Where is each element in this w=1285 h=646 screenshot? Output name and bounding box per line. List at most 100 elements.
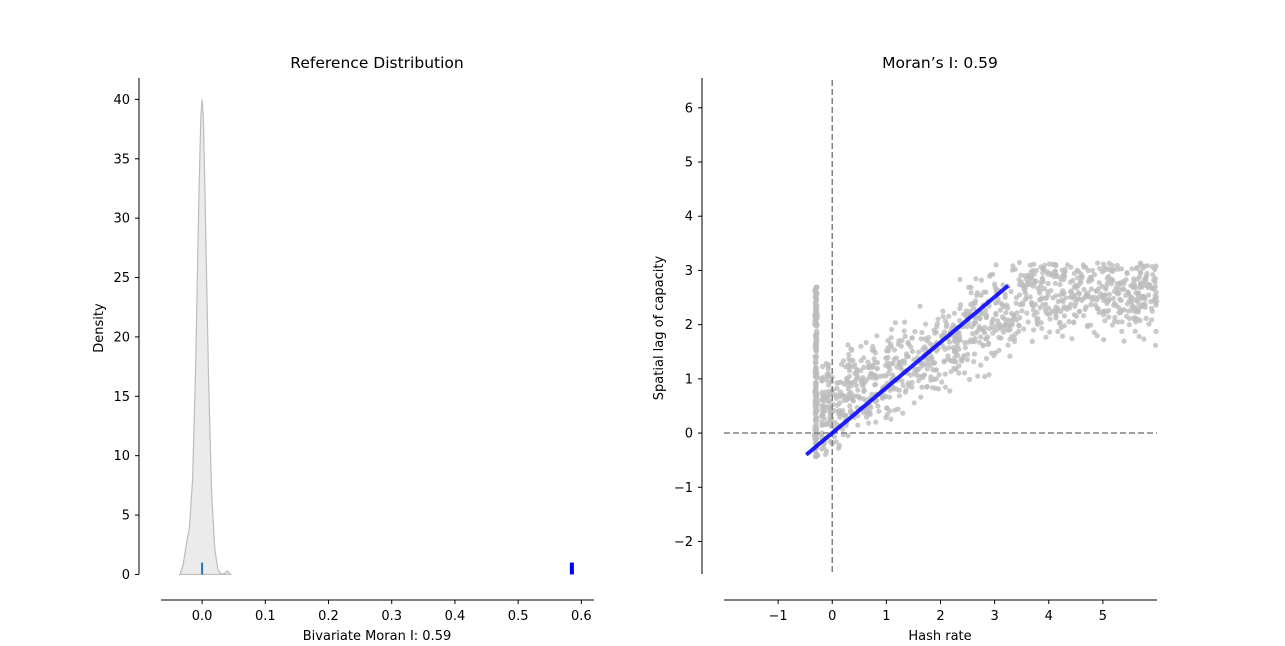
- scatter-point: [972, 298, 979, 304]
- scatter-point: [958, 302, 964, 308]
- scatter-point: [1005, 327, 1011, 333]
- scatter-point: [1094, 297, 1100, 303]
- scatter-point: [1114, 281, 1120, 287]
- regression-line: [804, 284, 1010, 457]
- scatter-point: [911, 400, 917, 406]
- scatter-point: [913, 372, 920, 378]
- scatter-point: [986, 340, 992, 346]
- scatter-point: [936, 372, 942, 378]
- scatter-point: [1055, 328, 1061, 334]
- scatter-point: [1094, 305, 1100, 311]
- scatter-point: [1096, 280, 1102, 286]
- right-y-tick-label: 5: [685, 156, 693, 171]
- scatter-point: [890, 360, 896, 366]
- scatter-point: [1108, 276, 1115, 282]
- left-plot-area: [178, 99, 574, 577]
- scatter-point: [912, 329, 918, 335]
- scatter-point: [837, 389, 844, 395]
- scatter-point: [1088, 322, 1094, 328]
- left-x-tick-label: 0.6: [571, 609, 592, 624]
- right-y-axis-label: Spatial lag of capacity: [652, 256, 667, 401]
- scatter-point: [1152, 342, 1159, 348]
- scatter-point: [921, 362, 927, 368]
- scatter-point: [1086, 279, 1092, 285]
- left-y-tick-label: 10: [113, 449, 130, 464]
- scatter-point: [918, 336, 924, 342]
- scatter-point: [883, 415, 889, 421]
- scatter-point: [1081, 313, 1087, 319]
- scatter-point: [1104, 275, 1110, 281]
- scatter-point: [901, 358, 907, 364]
- scatter-point: [935, 316, 941, 322]
- scatter-point: [942, 329, 948, 335]
- scatter-point: [982, 307, 989, 313]
- scatter-point: [1005, 342, 1011, 348]
- scatter-point: [1106, 260, 1112, 266]
- scatter-point: [986, 372, 992, 378]
- scatter-point: [1002, 291, 1008, 297]
- scatter-point: [869, 364, 875, 370]
- scatter-point: [1021, 326, 1027, 332]
- scatter-point: [986, 325, 992, 332]
- left-x-tick-label: 0.4: [445, 609, 466, 624]
- scatter-point: [980, 342, 986, 348]
- scatter-point: [1109, 322, 1116, 328]
- right-x-ticks: −1 0 1 2 3 4 5: [769, 600, 1107, 624]
- left-y-tick-label: 35: [113, 152, 130, 167]
- scatter-point: [976, 325, 983, 331]
- scatter-point: [1114, 262, 1120, 269]
- scatter-point: [1047, 316, 1053, 322]
- scatter-point: [1123, 277, 1129, 283]
- scatter-point: [848, 390, 854, 396]
- scatter-point: [888, 335, 894, 341]
- scatter-point: [813, 435, 819, 442]
- left-y-tick-label: 25: [113, 271, 130, 286]
- scatter-point: [962, 370, 968, 376]
- scatter-point: [812, 333, 818, 339]
- scatter-point: [1149, 308, 1155, 314]
- scatter-point: [990, 271, 996, 277]
- scatter-point: [920, 346, 926, 352]
- scatter-point: [971, 351, 978, 357]
- scatter-point: [1149, 264, 1155, 270]
- scatter-point: [1058, 308, 1064, 314]
- right-x-tick-label: 4: [1045, 609, 1053, 624]
- scatter-point: [863, 339, 869, 346]
- scatter-point: [1081, 286, 1087, 293]
- scatter-point: [854, 374, 861, 380]
- scatter-point: [940, 313, 946, 320]
- scatter-point: [901, 319, 908, 325]
- scatter-point: [842, 413, 848, 419]
- scatter-point: [1011, 313, 1017, 320]
- scatter-point: [974, 290, 981, 296]
- scatter-point: [851, 379, 858, 385]
- scatter-point: [1056, 320, 1062, 326]
- scatter-point: [969, 339, 975, 345]
- scatter-point: [1050, 308, 1056, 314]
- scatter-point: [873, 419, 879, 425]
- scatter-point: [999, 314, 1006, 320]
- scatter-point: [1023, 295, 1029, 301]
- scatter-point: [847, 403, 853, 409]
- scatter-point: [1013, 300, 1019, 306]
- scatter-point: [1066, 319, 1072, 325]
- scatter-point: [953, 349, 959, 355]
- scatter-point: [939, 379, 945, 385]
- scatter-point: [1033, 278, 1039, 284]
- scatter-point: [1052, 269, 1058, 275]
- scatter-point: [826, 399, 832, 405]
- scatter-point: [1126, 298, 1133, 304]
- scatter-point: [812, 400, 818, 406]
- scatter-point: [885, 338, 891, 344]
- scatter-point: [852, 370, 858, 376]
- right-y-tick-label: −1: [674, 481, 693, 496]
- scatter-point: [947, 339, 953, 345]
- scatter-point: [1007, 323, 1013, 329]
- right-x-tick-label: 5: [1099, 609, 1107, 624]
- scatter-point: [919, 329, 925, 336]
- scatter-point: [990, 325, 996, 331]
- scatter-point: [813, 284, 819, 290]
- scatter-point: [903, 387, 909, 393]
- scatter-point: [1016, 281, 1023, 288]
- scatter-point: [1043, 334, 1049, 340]
